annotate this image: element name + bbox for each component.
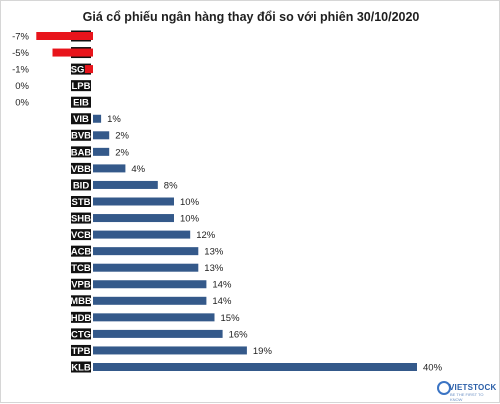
value-label: 0% (15, 81, 29, 92)
value-label: 10% (180, 197, 200, 208)
category-label-bg (71, 262, 91, 274)
category-label-bg (71, 179, 91, 191)
category-label-bg (71, 311, 91, 323)
bar (93, 247, 199, 256)
bar (93, 280, 207, 289)
category-label-bg (71, 162, 91, 174)
bar (93, 296, 207, 305)
category-label-bg (71, 295, 91, 307)
category-label-bg (71, 245, 91, 257)
category-label: BAB (71, 147, 92, 158)
category-label-bg (71, 328, 91, 340)
value-label: 12% (196, 230, 216, 241)
value-label: 19% (253, 346, 273, 357)
bar (93, 363, 417, 371)
value-label: 40% (423, 362, 443, 373)
value-label: 13% (204, 247, 224, 258)
category-label: TCB (71, 263, 91, 274)
value-label: 4% (131, 164, 145, 175)
logo-text: VIETSTOCK (449, 383, 497, 392)
value-label: 10% (180, 213, 200, 224)
bar (93, 263, 199, 272)
bar (93, 131, 110, 140)
category-label: LPB (72, 81, 91, 92)
bar (93, 346, 247, 355)
bar (93, 147, 110, 156)
bar (93, 114, 102, 123)
vietstock-logo: VIETSTOCK BE THE FIRST TO KNOW (437, 379, 497, 402)
category-label: SGB (71, 65, 92, 76)
category-label-bg (71, 96, 91, 108)
value-label: 13% (204, 263, 224, 274)
category-label: VIB (73, 114, 89, 125)
bar (93, 230, 191, 239)
value-label: -5% (12, 48, 29, 59)
bar (93, 197, 174, 206)
category-label: MBB (70, 296, 92, 307)
bar (36, 32, 93, 40)
category-label-bg (71, 129, 91, 141)
category-label-bg (71, 212, 91, 224)
category-label-bg (71, 344, 91, 356)
category-label: STB (72, 197, 91, 208)
category-label: VBB (71, 164, 91, 175)
bar (93, 329, 223, 338)
category-label: BID (73, 180, 90, 191)
bar (52, 48, 93, 57)
bar (93, 180, 158, 189)
logo-ring-icon (437, 381, 451, 395)
category-label-bg (71, 196, 91, 207)
category-label: TPB (72, 346, 91, 357)
category-label: VCB (71, 230, 91, 241)
category-label: KLB (71, 362, 91, 373)
bar (93, 313, 215, 322)
category-label-bg (71, 63, 91, 75)
category-label: CTG (71, 329, 91, 340)
value-label: 15% (221, 313, 241, 324)
category-label-bg (71, 113, 91, 125)
category-label-bg (71, 80, 91, 92)
value-label: 1% (107, 114, 121, 125)
category-label-bg (71, 361, 91, 373)
value-label: 8% (164, 180, 178, 191)
value-label: -7% (12, 31, 29, 42)
value-label: 2% (115, 147, 129, 158)
category-label: SHB (71, 213, 91, 224)
category-label-bg (71, 278, 91, 290)
category-label: BVB (71, 131, 91, 142)
value-label: 0% (15, 98, 29, 109)
category-label: HDB (71, 313, 92, 324)
bar (93, 164, 126, 173)
category-label: ACB (71, 247, 92, 258)
bar (93, 214, 174, 223)
value-label: -1% (12, 65, 29, 76)
category-label: VPB (71, 280, 91, 291)
value-label: 14% (212, 280, 232, 291)
chart-title: Giá cổ phiếu ngân hàng thay đổi so với p… (82, 10, 420, 24)
logo-subtext: BE THE FIRST TO KNOW (450, 392, 484, 402)
bar (84, 65, 93, 74)
value-label: 2% (115, 131, 129, 142)
category-label-bg (71, 146, 91, 158)
category-label: EIB (73, 98, 89, 109)
value-label: 16% (229, 329, 249, 340)
category-label-bg (71, 229, 91, 241)
value-label: 14% (212, 296, 232, 307)
